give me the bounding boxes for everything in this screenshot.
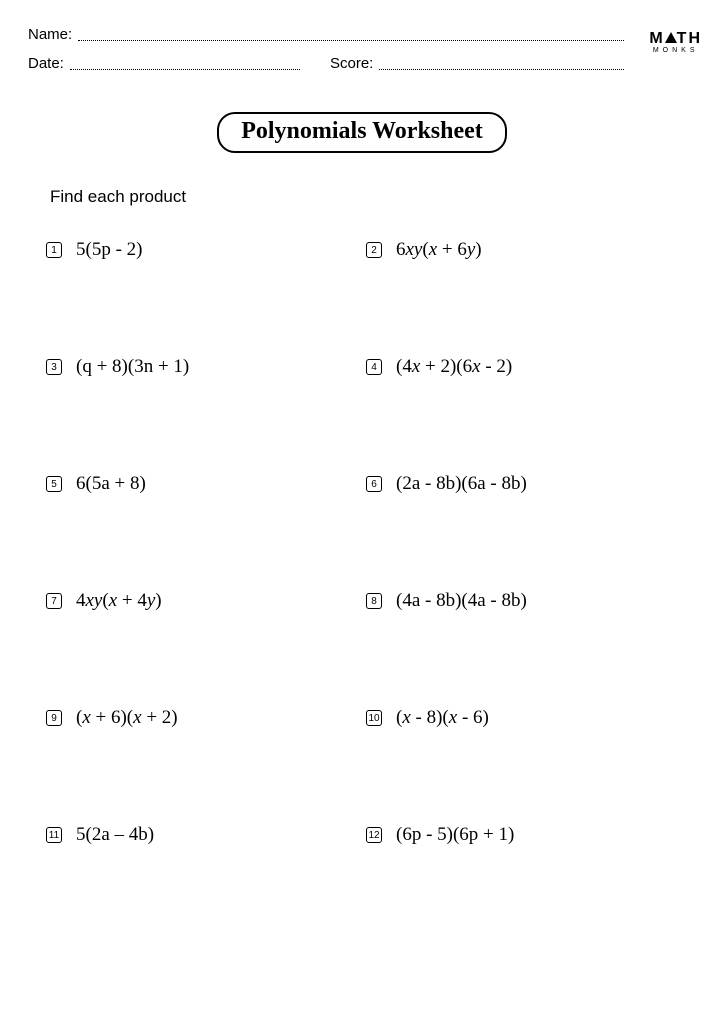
problem-expression: 4xy(x + 4y)	[76, 590, 162, 612]
problem: 4 (4x + 2)(6x - 2)	[366, 356, 686, 378]
logo-pre: M	[649, 30, 664, 47]
problem: 5 6(5a + 8)	[46, 473, 366, 495]
problem-expression: 5(5p - 2)	[76, 239, 142, 261]
problem-expression: 6xy(x + 6y)	[396, 239, 482, 261]
problem-expression: (4a - 8b)(4a - 8b)	[396, 590, 527, 612]
problem-number: 7	[46, 593, 62, 609]
logo-post: TH	[677, 30, 702, 47]
problem: 11 5(2a – 4b)	[46, 824, 366, 846]
problem: 6 (2a - 8b)(6a - 8b)	[366, 473, 686, 495]
problem-row: 7 4xy(x + 4y) 8 (4a - 8b)(4a - 8b)	[46, 590, 686, 612]
name-label: Name:	[28, 26, 72, 43]
date-label: Date:	[28, 55, 64, 72]
problem-expression: 6(5a + 8)	[76, 473, 146, 495]
date-group: Date:	[28, 55, 300, 72]
brand-logo: M TH MONKS	[649, 32, 702, 53]
problem-number: 8	[366, 593, 382, 609]
problem-number: 10	[366, 710, 382, 726]
date-line	[70, 69, 300, 70]
problem: 2 6xy(x + 6y)	[366, 239, 686, 261]
problem: 1 5(5p - 2)	[46, 239, 366, 261]
triangle-icon	[665, 32, 677, 43]
instruction-text: Find each product	[50, 187, 696, 207]
problem-expression: (2a - 8b)(6a - 8b)	[396, 473, 527, 495]
problem-number: 12	[366, 827, 382, 843]
problem-number: 2	[366, 242, 382, 258]
title-container: Polynomials Worksheet	[28, 112, 696, 153]
problem: 9 (x + 6)(x + 2)	[46, 707, 366, 729]
problem-number: 11	[46, 827, 62, 843]
problem-expression: 5(2a – 4b)	[76, 824, 154, 846]
date-score-row: Date: Score:	[28, 55, 696, 72]
problem-expression: (x - 8)(x - 6)	[396, 707, 489, 729]
logo-line2: MONKS	[649, 48, 702, 54]
problems-grid: 1 5(5p - 2) 2 6xy(x + 6y) 3 (q + 8)(3n +…	[46, 239, 686, 846]
problem-expression: (6p - 5)(6p + 1)	[396, 824, 514, 846]
score-line	[379, 69, 624, 70]
problem-expression: (q + 8)(3n + 1)	[76, 356, 189, 378]
problem: 3 (q + 8)(3n + 1)	[46, 356, 366, 378]
problem: 10 (x - 8)(x - 6)	[366, 707, 686, 729]
problem-number: 6	[366, 476, 382, 492]
problem-row: 1 5(5p - 2) 2 6xy(x + 6y)	[46, 239, 686, 261]
problem-number: 4	[366, 359, 382, 375]
problem: 12 (6p - 5)(6p + 1)	[366, 824, 686, 846]
problem-number: 5	[46, 476, 62, 492]
problem-row: 3 (q + 8)(3n + 1) 4 (4x + 2)(6x - 2)	[46, 356, 686, 378]
problem: 8 (4a - 8b)(4a - 8b)	[366, 590, 686, 612]
problem-number: 3	[46, 359, 62, 375]
problem-number: 1	[46, 242, 62, 258]
problem-number: 9	[46, 710, 62, 726]
name-row: Name:	[28, 26, 696, 43]
problem-row: 9 (x + 6)(x + 2) 10 (x - 8)(x - 6)	[46, 707, 686, 729]
score-label: Score:	[330, 55, 373, 72]
problem-row: 5 6(5a + 8) 6 (2a - 8b)(6a - 8b)	[46, 473, 686, 495]
name-line	[78, 40, 624, 41]
problem: 7 4xy(x + 4y)	[46, 590, 366, 612]
page-title: Polynomials Worksheet	[217, 112, 507, 153]
problem-expression: (4x + 2)(6x - 2)	[396, 356, 512, 378]
problem-row: 11 5(2a – 4b) 12 (6p - 5)(6p + 1)	[46, 824, 686, 846]
logo-line1: M TH	[649, 32, 702, 46]
score-group: Score:	[330, 55, 624, 72]
problem-expression: (x + 6)(x + 2)	[76, 707, 178, 729]
